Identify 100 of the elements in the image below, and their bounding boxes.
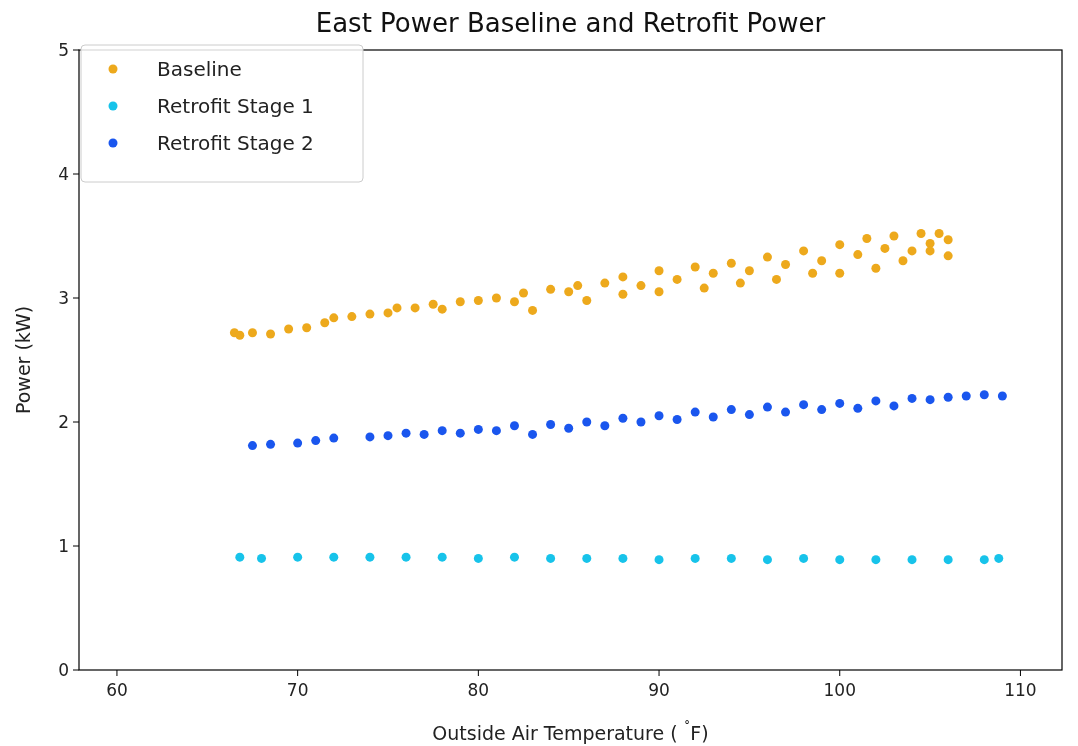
x-tick-label: 80 (467, 680, 490, 700)
point (329, 552, 339, 562)
point (961, 391, 971, 401)
point (835, 240, 845, 250)
point (293, 438, 303, 448)
point (762, 402, 772, 412)
point (889, 401, 899, 411)
x-tick-label: 90 (648, 680, 670, 700)
point (491, 293, 501, 303)
point (916, 229, 926, 239)
point (519, 288, 529, 298)
point (654, 555, 664, 565)
point (735, 278, 745, 288)
point (509, 297, 519, 307)
point (943, 235, 953, 245)
point (654, 287, 664, 297)
point (726, 553, 736, 563)
point (509, 421, 519, 431)
point (302, 323, 312, 333)
point (392, 303, 402, 313)
point (835, 398, 845, 408)
point (907, 246, 917, 256)
point (762, 252, 772, 262)
point (744, 266, 754, 276)
point (473, 553, 483, 563)
point (907, 393, 917, 403)
point (437, 426, 447, 436)
point (871, 263, 881, 273)
point (799, 400, 809, 410)
point (934, 229, 944, 239)
y-axis-title: Power (kW) (12, 305, 34, 415)
point (365, 309, 375, 319)
point (247, 441, 257, 451)
point (871, 555, 881, 565)
point (799, 246, 809, 256)
point (925, 246, 935, 256)
point (528, 305, 538, 315)
point (997, 391, 1007, 401)
point (672, 274, 682, 284)
point (235, 330, 245, 340)
point (808, 268, 818, 278)
point (636, 281, 646, 291)
point (564, 287, 574, 297)
point (311, 436, 321, 446)
point (437, 304, 447, 314)
point (329, 313, 339, 323)
point (618, 553, 628, 563)
point (898, 256, 908, 266)
point (835, 268, 845, 278)
point (726, 405, 736, 415)
point (618, 272, 628, 282)
y-tick-label: 2 (58, 412, 69, 432)
point (880, 243, 890, 253)
legend-label: Baseline (157, 57, 242, 81)
point (410, 303, 420, 313)
point (781, 260, 791, 270)
point (419, 429, 429, 439)
point (907, 555, 917, 565)
point (690, 407, 700, 417)
point (582, 553, 592, 563)
point (347, 312, 357, 322)
point (546, 553, 556, 563)
point (853, 250, 863, 260)
point (546, 419, 556, 429)
point (257, 553, 267, 563)
point (266, 439, 276, 449)
point (862, 233, 872, 243)
point (672, 415, 682, 425)
point (835, 555, 845, 565)
point (853, 403, 863, 413)
point (528, 429, 538, 439)
point (365, 552, 375, 562)
point (573, 281, 583, 291)
point (699, 283, 709, 293)
point (365, 432, 375, 442)
point (455, 428, 465, 438)
point (383, 431, 393, 441)
x-axis-title: Outside Air Temperature ( $^{˚}$F) (432, 719, 709, 744)
point (925, 395, 935, 405)
point (491, 426, 501, 436)
point (654, 411, 664, 421)
point (762, 555, 772, 565)
point (654, 266, 664, 276)
point (284, 324, 294, 334)
legend-label: Retrofit Stage 2 (157, 131, 314, 155)
point (943, 251, 953, 261)
point (546, 284, 556, 294)
point (564, 423, 574, 433)
point (428, 299, 438, 309)
point (600, 278, 610, 288)
point (600, 421, 610, 431)
point (247, 328, 257, 338)
x-tick-label: 70 (286, 680, 309, 700)
x-tick-label: 60 (106, 680, 128, 700)
point (799, 553, 809, 563)
point (401, 428, 411, 438)
x-tick-label: 100 (823, 680, 856, 700)
point (582, 417, 592, 427)
point (235, 552, 245, 562)
point (293, 552, 303, 562)
